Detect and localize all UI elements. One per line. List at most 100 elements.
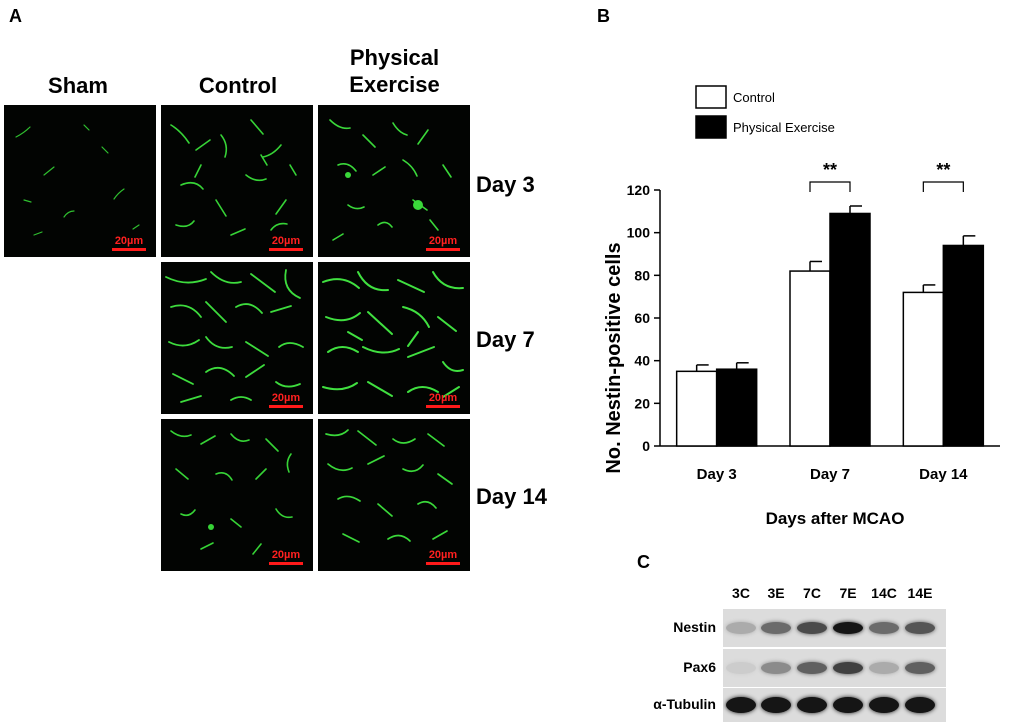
significance-bracket (922, 181, 964, 192)
row-label-day14: Day 14 (476, 484, 547, 509)
scale-bar-label: 20µm (271, 392, 301, 404)
blot-band (905, 697, 935, 713)
bar-exercise (942, 244, 985, 447)
micrograph-exercise-day14: 20µm (318, 419, 470, 571)
scale-bar: 20µm (426, 392, 460, 408)
blot-band (726, 662, 756, 674)
x-tick-label: Day 3 (697, 466, 737, 483)
blot-band (905, 662, 935, 674)
scale-bar: 20µm (426, 549, 460, 565)
bar-control (902, 291, 945, 447)
y-tick-label: 80 (634, 267, 650, 283)
column-header-control: Control (198, 73, 278, 98)
scale-bar: 20µm (269, 235, 303, 251)
blot-band (833, 662, 863, 674)
scale-bar-line (426, 562, 460, 565)
scale-bar: 20µm (269, 392, 303, 408)
scale-bar: 20µm (426, 235, 460, 251)
row-label-day3: Day 3 (476, 172, 535, 197)
bar-chart: 0 20 40 60 80 100 120 Day 3 Day 7 Day 14 ** ** Days … (603, 85, 1000, 528)
bar-exercise (829, 212, 871, 447)
blot-band (761, 697, 791, 713)
fluorescence-signal (329, 119, 452, 241)
lane-label: 3E (767, 585, 785, 601)
y-tick-label: 40 (634, 353, 650, 369)
x-axis-label: Days after MCAO (766, 509, 905, 528)
scale-bar-label: 20µm (271, 549, 301, 561)
y-tick-label: 120 (627, 182, 651, 198)
scale-bar: 20µm (112, 235, 146, 251)
scale-bar-line (112, 248, 146, 251)
blot-band (726, 697, 756, 713)
x-tick-label: Day 7 (810, 466, 850, 483)
blot-row-label: α-Tubulin (653, 696, 716, 712)
fluorescence-signal (15, 124, 140, 236)
y-axis-label: No. Nestin-positive cells (603, 242, 625, 473)
panel-c-letter: C (637, 552, 650, 572)
blot-band (797, 697, 827, 713)
blot-row-label: Nestin (673, 619, 716, 635)
x-tick-label: Day 14 (919, 466, 968, 483)
scale-bar: 20µm (269, 549, 303, 565)
fluorescence-signal (170, 430, 293, 555)
blot-strip (723, 688, 946, 722)
fluorescence-signal (325, 429, 453, 543)
scale-bar-label: 20µm (114, 235, 144, 247)
legend-label: Physical Exercise (733, 120, 835, 135)
scale-bar-label: 20µm (428, 549, 458, 561)
blot-band (726, 622, 756, 634)
blot-band (761, 622, 791, 634)
significance-label: ** (823, 160, 837, 180)
legend-swatch (695, 115, 727, 139)
micrograph-control-day7: 20µm (161, 262, 313, 414)
significance-bracket (809, 181, 851, 192)
micrograph-exercise-day7: 20µm (318, 262, 470, 414)
bar-exercise (715, 368, 758, 447)
blot-row-label: Pax6 (683, 659, 716, 675)
micrograph-sham-day3: 20µm (4, 105, 156, 257)
fluorescence-signal (165, 269, 304, 403)
y-tick-label: 0 (642, 438, 650, 454)
legend-label: Control (733, 90, 775, 105)
fluorescence-signal (322, 271, 464, 398)
blot-band (833, 697, 863, 713)
blot-band (833, 622, 863, 634)
panel-a-letter: A (9, 6, 22, 26)
bar-control (789, 270, 831, 447)
y-tick-label: 60 (634, 310, 650, 326)
lane-label: 14C (871, 585, 897, 601)
blot-strip (723, 649, 946, 687)
column-header-physical-exercise: Physical Exercise (349, 45, 440, 97)
blot-band (869, 662, 899, 674)
blot-band (797, 662, 827, 674)
significance-label: ** (936, 160, 950, 180)
blot-band (869, 622, 899, 634)
scale-bar-label: 20µm (271, 235, 301, 247)
panel-b-letter: B (597, 6, 610, 26)
scale-bar-line (426, 248, 460, 251)
blot-band (905, 622, 935, 634)
scale-bar-label: 20µm (428, 235, 458, 247)
y-tick-label: 100 (627, 225, 651, 241)
lane-label: 7E (839, 585, 857, 601)
scale-bar-line (269, 562, 303, 565)
scale-bar-line (269, 405, 303, 408)
fluorescence-signal (170, 119, 297, 236)
legend-swatch (695, 85, 727, 109)
lane-label: 3C (732, 585, 750, 601)
scale-bar-line (269, 248, 303, 251)
lane-label: 14E (907, 585, 933, 601)
row-label-day7: Day 7 (476, 327, 535, 352)
scale-bar-line (426, 405, 460, 408)
micrograph-control-day3: 20µm (161, 105, 313, 257)
column-header-sham: Sham (48, 73, 108, 98)
y-tick-label: 20 (634, 395, 650, 411)
blot-band (761, 662, 791, 674)
micrograph-exercise-day3: 20µm (318, 105, 470, 257)
blot-band (869, 697, 899, 713)
micrograph-control-day14: 20µm (161, 419, 313, 571)
scale-bar-label: 20µm (428, 392, 458, 404)
blot-strip (723, 609, 946, 647)
blot-band (797, 622, 827, 634)
